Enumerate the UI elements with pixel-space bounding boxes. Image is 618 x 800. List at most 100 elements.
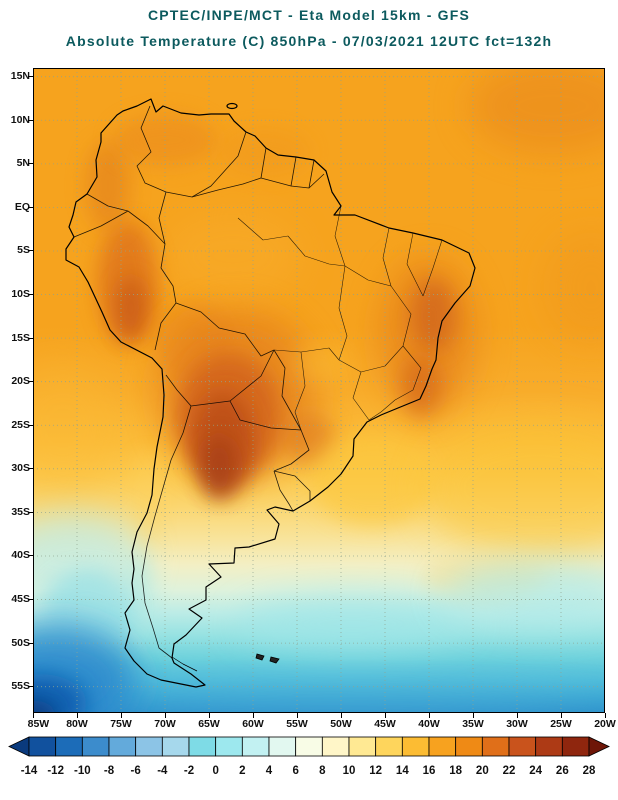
lat-label-5S: 5S	[17, 244, 30, 257]
colorbar-cell	[188, 736, 217, 757]
lat-tick	[28, 555, 33, 557]
colorbar-tick-label: 4	[266, 765, 273, 777]
lon-label-55W: 55W	[286, 718, 308, 730]
colorbar-tick-label: -10	[74, 765, 91, 777]
lon-tick	[120, 713, 122, 718]
colorbar-cell	[428, 736, 457, 757]
lon-tick	[340, 713, 342, 718]
colorbar-cell	[215, 736, 243, 757]
lat-label-35S: 35S	[11, 505, 30, 518]
lat-tick	[28, 511, 33, 513]
lon-tick	[252, 713, 254, 718]
lat-label-EQ: EQ	[14, 200, 30, 213]
colorbar-cell	[55, 736, 83, 757]
colorbar-cell	[561, 736, 590, 757]
map-canvas	[33, 68, 605, 713]
colorbar-tick-label: -4	[157, 765, 168, 777]
lat-tick	[28, 337, 33, 339]
lat-tick	[28, 250, 33, 252]
colorbar-cell	[161, 736, 190, 757]
colorbar-cell	[108, 736, 137, 757]
colorbar-cell	[535, 736, 563, 757]
lon-label-65W: 65W	[198, 718, 220, 730]
lon-label-40W: 40W	[418, 718, 440, 730]
colorbar-cell	[295, 736, 323, 757]
lon-label-25W: 25W	[550, 718, 572, 730]
colorbar-tick-label: -8	[104, 765, 115, 777]
colorbar-cell	[135, 736, 163, 757]
colorbar-tick-label: 22	[503, 765, 516, 777]
lon-tick	[472, 713, 474, 718]
colorbar-cell	[455, 736, 483, 757]
lat-label-25S: 25S	[11, 418, 30, 431]
title-line-1: CPTEC/INPE/MCT - Eta Model 15km - GFS	[147, 7, 471, 23]
lat-tick	[28, 642, 33, 644]
colorbar-arrow-right-icon	[588, 736, 610, 757]
colorbar-tick-label: 8	[319, 765, 326, 777]
lon-tick	[428, 713, 430, 718]
colorbar-tick-label: 24	[529, 765, 542, 777]
colorbar-cell	[401, 736, 430, 757]
colorbar-tick-label: 18	[449, 765, 462, 777]
lat-tick	[28, 206, 33, 208]
lat-label-10N: 10N	[10, 113, 30, 126]
colorbar-tick-label: 0	[212, 765, 218, 777]
colorbar-tick-label: 26	[556, 765, 569, 777]
lat-label-40S: 40S	[11, 549, 30, 562]
lon-label-85W: 85W	[27, 718, 50, 730]
lon-label-80W: 80W	[66, 718, 88, 730]
colorbar-tick-label: 16	[423, 765, 436, 777]
colorbar-tick-label: 2	[239, 765, 245, 777]
lon-tick	[296, 713, 298, 718]
colorbar-tick-label: 10	[343, 765, 356, 777]
lon-tick	[516, 713, 518, 718]
lat-tick	[28, 424, 33, 426]
lon-label-50W: 50W	[330, 718, 352, 730]
title-line-2: Absolute Temperature (C) 850hPa - 07/03/…	[65, 33, 553, 49]
lat-tick	[28, 76, 33, 78]
lat-label-45S: 45S	[11, 593, 30, 606]
colorbar-tick-label: -14	[21, 765, 38, 777]
lat-label-30S: 30S	[11, 462, 30, 475]
temperature-field	[33, 68, 605, 713]
lat-label-10S: 10S	[11, 288, 30, 301]
colorbar-scale: -14 -12 -10 -8 -6 -4 -2 0 2 4 6 8 10 12 14 16 18 20 22 24 26…	[8, 736, 610, 777]
lon-label-70W: 70W	[154, 718, 176, 730]
colorbar-cell	[241, 736, 270, 757]
lat-tick	[28, 381, 33, 383]
colorbar: -14 -12 -10 -8 -6 -4 -2 0 2 4 6 8 10 12 14 16 18 20 22 24 26…	[0, 735, 618, 793]
lon-tick	[560, 713, 562, 718]
country-borders	[73, 105, 325, 659]
lon-label-20W: 20W	[594, 718, 616, 730]
lat-label-15N: 15N	[10, 70, 30, 83]
colorbar-cell	[508, 736, 537, 757]
colorbar-tick-label: -12	[47, 765, 64, 777]
lat-tick	[28, 468, 33, 470]
grid-lines	[33, 68, 605, 713]
lon-tick	[76, 713, 78, 718]
colorbar-arrow-left-icon	[8, 736, 30, 757]
map-plot-area: 15N 10N 5N EQ 5S 10S 15S 20S 25S 30S 35S 40S 45S 50S 5…	[11, 68, 616, 730]
lon-label-35W: 35W	[462, 718, 484, 730]
lon-label-60W: 60W	[242, 718, 264, 730]
colorbar-tick-label: 14	[396, 765, 409, 777]
lon-tick	[384, 713, 386, 718]
colorbar-tick-label: 12	[369, 765, 382, 777]
colorbar-cell	[481, 736, 510, 757]
colorbar-tick-label: -6	[131, 765, 141, 777]
lat-label-5N: 5N	[16, 157, 30, 170]
lon-label-45W: 45W	[374, 718, 396, 730]
colorbar-tick-label: 6	[292, 765, 298, 777]
lon-tick	[164, 713, 166, 718]
lon-tick	[208, 713, 210, 718]
lon-label-30W: 30W	[506, 718, 528, 730]
colorbar-cell	[321, 736, 350, 757]
state-borders	[237, 205, 443, 431]
lat-tick	[28, 294, 33, 296]
map-frame	[33, 68, 605, 713]
colorbar-cell	[375, 736, 403, 757]
lat-label-50S: 50S	[11, 636, 30, 649]
colorbar-tick-label: 20	[476, 765, 489, 777]
colorbar-cell	[81, 736, 110, 757]
